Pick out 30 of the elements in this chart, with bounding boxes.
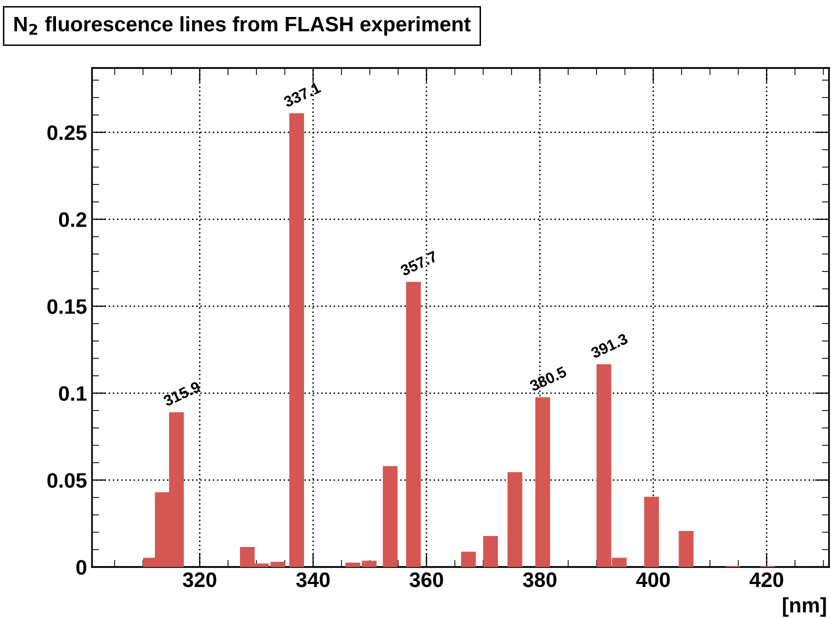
x-tick-label: 360 — [410, 572, 444, 588]
y-tick-label: 0.2 — [59, 212, 86, 228]
x-tick-label: 400 — [636, 572, 670, 588]
x-axis-title: [nm] — [783, 597, 826, 617]
y-tick-label: 0 — [76, 560, 86, 575]
annotation: 380.5 — [528, 366, 568, 392]
bar — [678, 531, 694, 567]
annotation: 357.7 — [400, 250, 438, 276]
y-tick-label: 0.1 — [59, 386, 87, 401]
y-tick-label: 0.25 — [47, 125, 87, 140]
x-tick-label: 340 — [296, 572, 330, 588]
y-tick-label: 0.15 — [47, 299, 87, 314]
annotation: 337.1 — [282, 82, 322, 108]
y-tick-label: 0.05 — [47, 473, 87, 488]
annotation: 391.3 — [590, 333, 628, 359]
bar — [483, 536, 498, 567]
chart-title: N$_{2}$ fluorescence lines from FLASH experiment — [14, 16, 471, 36]
x-tick-label: 420 — [750, 572, 784, 588]
bar — [535, 397, 550, 567]
bar — [345, 562, 360, 567]
bar — [382, 466, 398, 567]
annotation: 315.9 — [162, 381, 202, 407]
bar — [461, 552, 476, 567]
x-tick-label: 380 — [522, 572, 556, 588]
x-tick-label: 320 — [182, 572, 216, 588]
bar — [644, 496, 659, 567]
bar — [406, 282, 421, 567]
bar — [508, 472, 522, 567]
bar — [362, 560, 377, 567]
bar — [289, 113, 304, 567]
